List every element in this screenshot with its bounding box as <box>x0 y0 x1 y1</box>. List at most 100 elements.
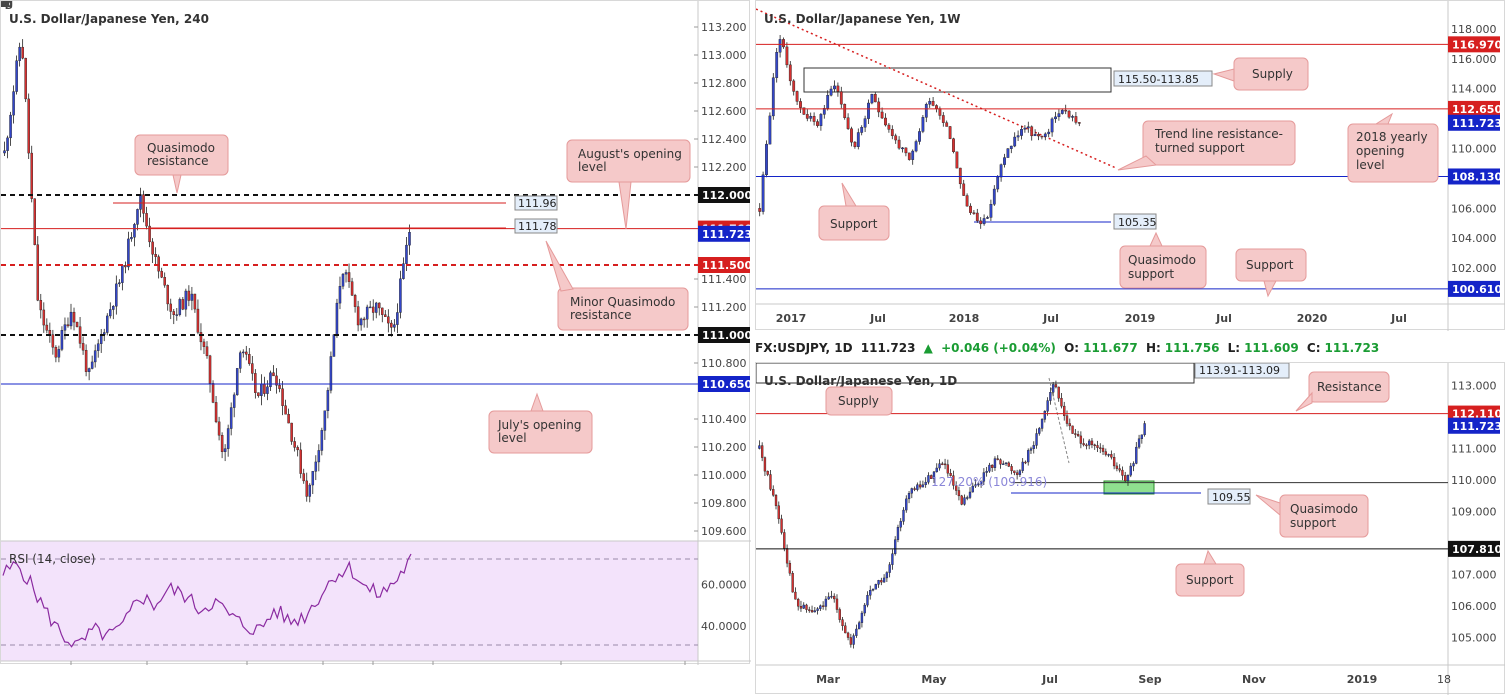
weekly-tag-116.970 <box>1448 36 1500 53</box>
candle-body <box>181 299 185 310</box>
rsi-title: RSI (14, close) <box>9 552 95 566</box>
candle-body <box>266 386 269 394</box>
svg-text:support: support <box>1290 516 1336 530</box>
candle-body <box>921 117 925 132</box>
daily-y-tick-label: 105.000 <box>1451 631 1497 644</box>
candle-body <box>968 491 972 498</box>
daily-x-tick-label: 2019 <box>1347 673 1378 686</box>
candle-body <box>972 212 976 214</box>
weekly-y-tick-label: 104.000 <box>1451 232 1497 245</box>
candle-body <box>948 126 952 139</box>
weekly-tag-112.650 <box>1448 100 1500 117</box>
level-tag-111.000 <box>698 327 750 343</box>
candle-body <box>880 111 884 119</box>
trend-line <box>756 8 1117 169</box>
candle-body <box>317 450 321 463</box>
weekly-y-tick-label: 110.000 <box>1451 143 1497 156</box>
y-tick-label: 110.400 <box>701 413 747 426</box>
candle-body <box>1024 461 1027 464</box>
candle-body <box>913 488 916 490</box>
daily-zone-label: 113.91-113.09 <box>1199 364 1280 377</box>
candle-body <box>127 238 130 268</box>
candle-body <box>992 188 996 205</box>
x-tick-label: 21 <box>1 1 8 10</box>
candle-body <box>66 324 70 327</box>
candle-body <box>232 394 236 408</box>
candle-body <box>969 205 972 213</box>
candle-body <box>1132 463 1135 467</box>
note-july-opening-level: July's opening level <box>488 392 593 454</box>
candle-body <box>785 548 789 564</box>
candle-body <box>899 521 902 528</box>
candle-body <box>1060 109 1064 114</box>
candle-body <box>235 368 239 396</box>
svg-text:August's opening: August's opening <box>578 147 682 161</box>
level-tag-111.500 <box>698 257 750 273</box>
candle-body <box>60 330 64 350</box>
candle-body <box>783 532 786 549</box>
daily-x-tick-label: Mar <box>816 673 840 686</box>
candle-body <box>1129 465 1132 476</box>
note-weekly-support-2: Support <box>1235 248 1307 298</box>
candle-body <box>1096 445 1099 448</box>
candle-body <box>1085 444 1088 447</box>
candle-body <box>963 497 966 505</box>
candle-body <box>48 330 52 335</box>
level-label-111.500: 111.500 <box>702 259 751 272</box>
candle-body <box>18 46 21 61</box>
candle-body <box>799 606 803 609</box>
candle-body <box>163 277 166 286</box>
candle-body <box>93 350 97 363</box>
candle-body <box>27 98 30 154</box>
candle-body <box>813 610 816 613</box>
daily-y-tick-label: 110.000 <box>1451 474 1497 487</box>
candle-body <box>45 324 49 331</box>
candle-body <box>175 314 179 316</box>
candle-body <box>84 349 88 372</box>
svg-text:Support: Support <box>830 217 878 231</box>
level-label-110.650: 110.650 <box>702 378 751 391</box>
candle-body <box>822 108 826 115</box>
candle-body <box>955 151 959 169</box>
candle-body <box>988 464 991 472</box>
candle-body <box>1076 434 1080 437</box>
candle-body <box>136 209 139 225</box>
candle-body <box>835 598 839 610</box>
daily-tag-label: 107.810 <box>1452 543 1502 556</box>
y-tick-label: 109.600 <box>701 525 747 538</box>
candle-body <box>846 117 850 129</box>
candle-body <box>184 290 188 310</box>
candle-body <box>1040 135 1044 138</box>
weekly-tag-111.723 <box>1448 114 1500 131</box>
candle-body <box>281 388 284 406</box>
candle-body <box>335 302 339 335</box>
candle-body <box>1074 116 1078 123</box>
candle-body <box>1047 131 1051 135</box>
candle-body <box>408 232 411 246</box>
h4-chart: 112.000111.760111.723111.500111.000110.6… <box>1 1 751 665</box>
candle-body <box>827 596 830 600</box>
quote-symbol: FX:USDJPY, 1D <box>755 341 853 355</box>
candle-body <box>1057 113 1061 118</box>
candle-body <box>877 101 881 113</box>
candle-body <box>1104 451 1107 455</box>
y-tick-label: 110.000 <box>701 469 747 482</box>
y-tick-label: 113.000 <box>701 49 747 62</box>
candle-body <box>115 283 118 307</box>
candle-body <box>792 80 796 92</box>
candle-body <box>1124 475 1127 482</box>
candle-body <box>245 351 248 355</box>
candle-body <box>1050 118 1054 133</box>
daily-supply-zone <box>756 363 1195 384</box>
candle-body <box>1043 133 1047 137</box>
candle-body <box>248 354 251 364</box>
candle-body <box>999 164 1003 178</box>
candle-body <box>305 480 308 497</box>
candle-body <box>1018 470 1022 475</box>
candle-body <box>371 306 375 313</box>
candle-body <box>833 85 836 90</box>
candle-body <box>350 281 354 296</box>
candle-body <box>805 114 809 119</box>
candle-body <box>829 88 833 96</box>
